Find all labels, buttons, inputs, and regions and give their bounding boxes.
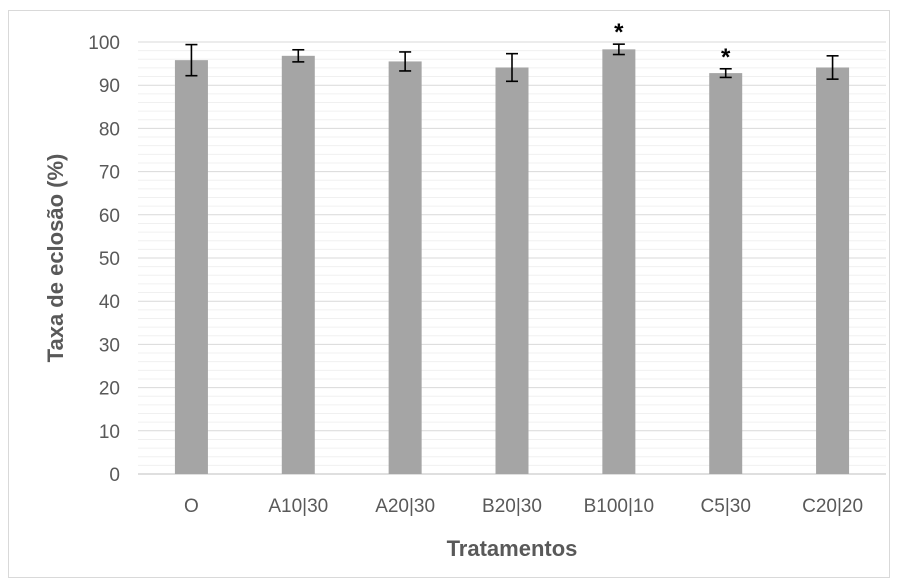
y-tick-label: 90 (99, 76, 120, 97)
y-tick-label: 100 (88, 33, 120, 54)
bar (281, 55, 315, 474)
y-tick-label: 40 (99, 292, 120, 313)
bar (388, 61, 422, 474)
y-tick-label: 0 (109, 465, 120, 486)
y-tick-label: 70 (99, 163, 120, 184)
x-tick-label: A20|30 (375, 496, 435, 517)
bar (709, 73, 743, 474)
y-tick-label: 60 (99, 206, 120, 227)
significance-marker: * (614, 19, 624, 46)
x-tick-label: B20|30 (482, 496, 542, 517)
x-tick-label: C20|20 (802, 496, 863, 517)
x-tick-label: A10|30 (268, 496, 328, 517)
bar (495, 67, 529, 474)
x-tick-label: B100|10 (584, 496, 654, 517)
y-tick-label: 10 (99, 422, 120, 443)
x-tick-label: O (184, 496, 199, 517)
y-tick-label: 20 (99, 379, 120, 400)
bar (174, 60, 208, 474)
significance-marker: * (721, 44, 731, 71)
y-tick-label: 30 (99, 335, 120, 356)
bar (816, 67, 850, 474)
y-tick-label: 80 (99, 119, 120, 140)
x-tick-label: C5|30 (701, 496, 751, 517)
y-axis-title: Taxa de eclosão (%) (43, 154, 68, 363)
y-tick-label: 50 (99, 249, 120, 270)
chart-frame (8, 10, 890, 578)
x-axis-title: Tratamentos (447, 536, 578, 561)
bar (602, 49, 636, 475)
